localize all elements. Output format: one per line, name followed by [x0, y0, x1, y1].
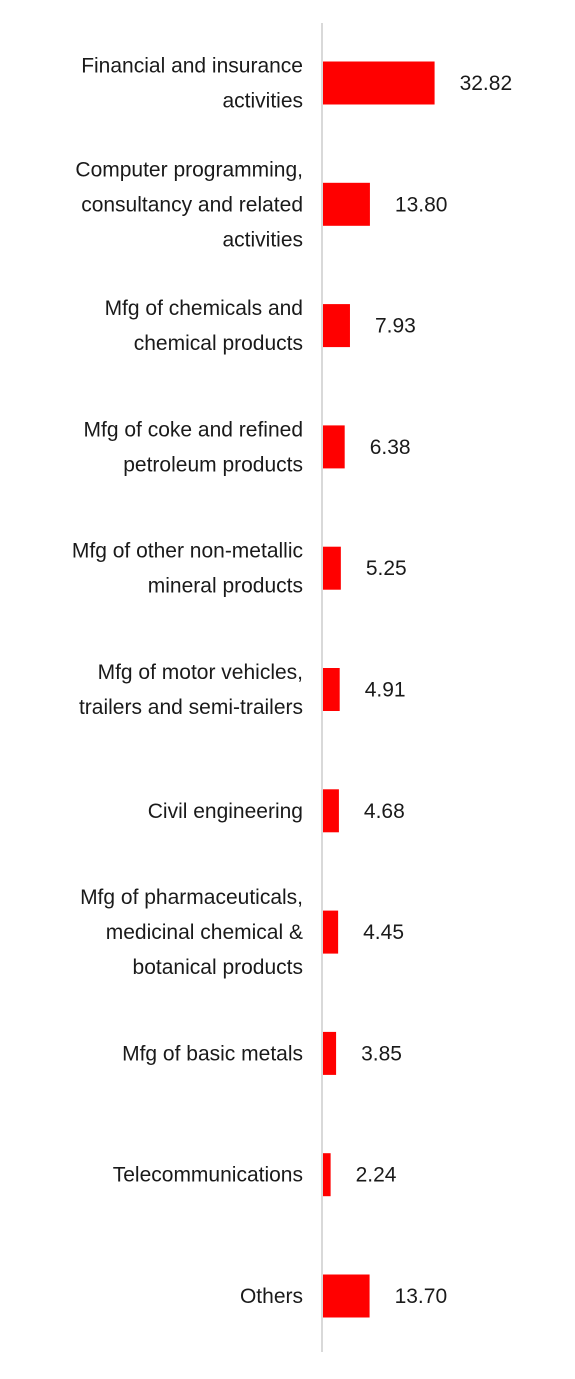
value-label-8: 3.85: [361, 1042, 402, 1065]
category-labels: Financial and insurance activities Compute…: [72, 55, 303, 1309]
bar-0: [323, 61, 435, 105]
value-label-4: 5.25: [366, 557, 407, 580]
bar-5: [323, 668, 340, 711]
value-label-2: 7.93: [375, 315, 416, 338]
category-label-7: Mfg of pharmaceuticals, medicinal chemica…: [80, 886, 303, 979]
category-label-9: Telecommunications: [113, 1164, 303, 1187]
value-labels: 32.82 13.80 7.93 6.38 5.25 4.91 4.68 4.45 3.85 2.…: [356, 72, 513, 1308]
category-label-4: Mfg of other non-metallic mineral product…: [72, 540, 303, 598]
bar-8: [323, 1031, 337, 1075]
bars: [323, 61, 435, 1318]
value-label-1: 13.80: [395, 193, 448, 216]
category-label-2: Mfg of chemicals and chemical products: [105, 297, 303, 355]
bar-1: [323, 182, 370, 226]
category-label-5: Mfg of motor vehicles, trailers and semi-…: [79, 661, 303, 719]
value-label-10: 13.70: [395, 1285, 448, 1308]
bar-3: [323, 425, 345, 469]
category-label-0: Financial and insurance activities: [81, 55, 303, 113]
value-label-5: 4.91: [365, 679, 406, 702]
category-label-3: Mfg of coke and refined petroleum product…: [84, 418, 303, 476]
bar-6: [323, 789, 339, 833]
bar-7: [323, 910, 339, 954]
category-label-1: Computer programming, consultancy and rel…: [75, 158, 303, 251]
value-label-6: 4.68: [364, 800, 405, 823]
category-label-6: Civil engineering: [148, 800, 303, 823]
value-label-0: 32.82: [460, 72, 513, 95]
bar-4: [323, 546, 341, 590]
category-label-8: Mfg of basic metals: [122, 1042, 303, 1065]
value-label-9: 2.24: [356, 1164, 397, 1187]
category-label-10: Others: [240, 1285, 303, 1308]
value-label-3: 6.38: [370, 436, 411, 459]
bar-10: [323, 1274, 370, 1318]
bar-9: [323, 1153, 331, 1197]
value-label-7: 4.45: [363, 921, 404, 944]
bar-2: [323, 304, 350, 348]
